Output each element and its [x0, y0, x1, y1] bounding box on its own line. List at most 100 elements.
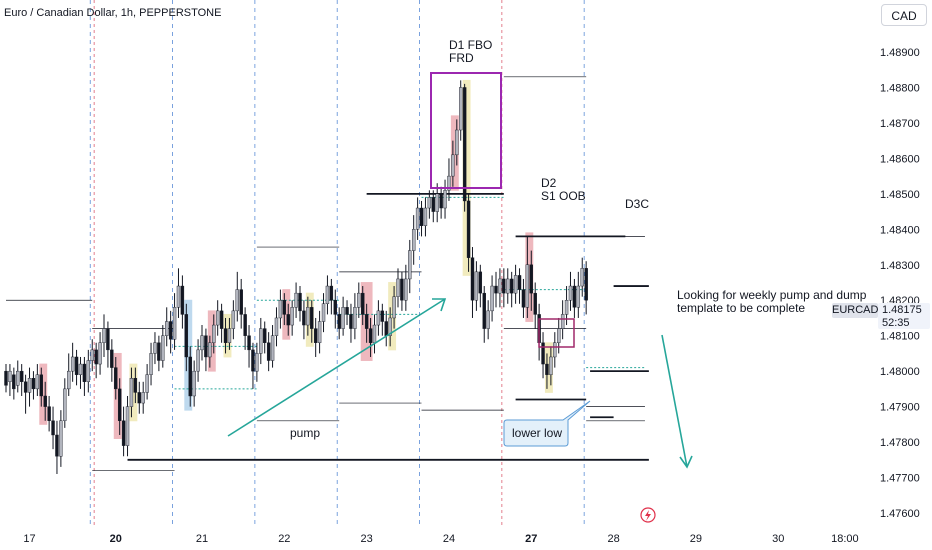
dump-arrow[interactable]	[661, 334, 688, 468]
candle-body	[200, 335, 204, 351]
candles-layer	[4, 80, 588, 474]
candle-body	[129, 378, 134, 407]
price-tick-label: 1.48800	[880, 82, 920, 94]
candle-body	[353, 307, 357, 329]
candle-body	[408, 250, 412, 280]
session-highlight	[450, 115, 459, 191]
candle-body	[63, 388, 67, 421]
candle-body	[231, 310, 236, 329]
candle-body	[388, 317, 392, 336]
candle-body	[94, 349, 98, 365]
session-highlight	[223, 313, 232, 358]
candle-body	[23, 381, 28, 393]
price-tick-label: 1.47900	[880, 402, 920, 414]
candle-body	[415, 207, 420, 230]
candle-body	[98, 342, 102, 365]
candle-body	[478, 271, 483, 294]
pump-label: pump	[290, 426, 320, 440]
candle-body	[274, 317, 279, 336]
candle-body	[259, 328, 263, 354]
time-tick-label: 23	[361, 533, 373, 545]
candle-body	[47, 406, 51, 422]
candle-body	[396, 278, 400, 297]
candle-body	[411, 229, 416, 251]
candle-body	[466, 200, 471, 258]
price-axis[interactable]: 1.48900 1.48800 1.48700 1.48600 1.48500 1.484…	[880, 47, 920, 520]
candle-body	[533, 292, 537, 315]
session-highlight	[388, 282, 397, 351]
lower-low-callout[interactable]	[503, 400, 591, 447]
candle-body	[423, 207, 428, 226]
candle-body	[580, 268, 584, 287]
candle-body	[8, 370, 12, 382]
candle-body	[364, 314, 369, 329]
s1-oob-label: S1 OOB	[541, 189, 586, 203]
session-highlight	[113, 352, 122, 439]
price-tick-label: 1.47800	[880, 437, 920, 449]
candle-body	[110, 349, 114, 368]
candle-body	[313, 328, 318, 343]
candle-body	[325, 285, 330, 304]
candle-body	[341, 307, 345, 329]
candle-body	[337, 314, 341, 329]
candle-body	[55, 434, 59, 457]
candle-body	[357, 292, 361, 308]
oob-rectangle[interactable]	[538, 318, 575, 348]
candle-body	[204, 335, 208, 358]
time-tick-label: 28	[607, 533, 619, 545]
currency-button[interactable]: CAD	[881, 4, 927, 26]
price-tick-label: 1.48900	[880, 47, 920, 59]
candle-body	[506, 278, 510, 294]
candle-body	[31, 378, 36, 390]
candle-body	[431, 197, 435, 212]
candle-body	[263, 328, 267, 343]
separators-layer	[89, 0, 585, 528]
candle-body	[239, 289, 243, 315]
candle-body	[404, 278, 408, 301]
candle-body	[329, 285, 334, 301]
note-line-2: template to be complete	[677, 301, 805, 315]
candle-body	[572, 285, 577, 308]
candle-body	[513, 275, 518, 294]
candle-body	[486, 310, 490, 329]
candle-body	[141, 392, 145, 404]
candle-body	[419, 207, 424, 226]
candle-body	[380, 310, 385, 322]
session-highlight	[184, 299, 193, 411]
price-tick-label: 1.48600	[880, 153, 920, 165]
session-highlight	[525, 232, 534, 322]
price-tick-label: 1.47600	[880, 508, 920, 520]
candle-body	[286, 314, 290, 326]
time-tick-label: 22	[278, 533, 290, 545]
candle-body	[157, 342, 161, 361]
time-axis[interactable]: 17 20 21 22 23 24 27 28 29 30 18:00	[23, 533, 858, 545]
candle-body	[35, 374, 40, 390]
price-tick-label: 1.47700	[880, 473, 920, 485]
candle-body	[121, 420, 126, 446]
candle-body	[270, 335, 275, 361]
candle-body	[102, 328, 106, 343]
candle-body	[215, 310, 220, 326]
candle-body	[4, 370, 8, 386]
candle-body	[517, 275, 522, 290]
session-highlight	[129, 363, 138, 422]
candle-body	[149, 353, 153, 375]
candle-body	[294, 292, 298, 308]
candle-body	[255, 353, 259, 372]
candle-body	[180, 285, 185, 315]
pump-arrow[interactable]	[227, 298, 446, 437]
candle-body	[67, 370, 71, 390]
candle-body	[455, 129, 459, 156]
candle-body	[196, 349, 200, 372]
candle-body	[188, 356, 192, 397]
lightning-icon[interactable]	[640, 507, 656, 523]
candle-body	[435, 193, 439, 212]
fbo-rectangle[interactable]	[430, 72, 502, 189]
chart-title: Euro / Canadian Dollar, 1h, PEPPERSTONE	[4, 7, 221, 19]
candle-body	[251, 349, 255, 372]
candle-body	[90, 349, 94, 361]
dump-arrow-head	[679, 455, 693, 469]
time-tick-label: 18:00	[831, 533, 859, 545]
